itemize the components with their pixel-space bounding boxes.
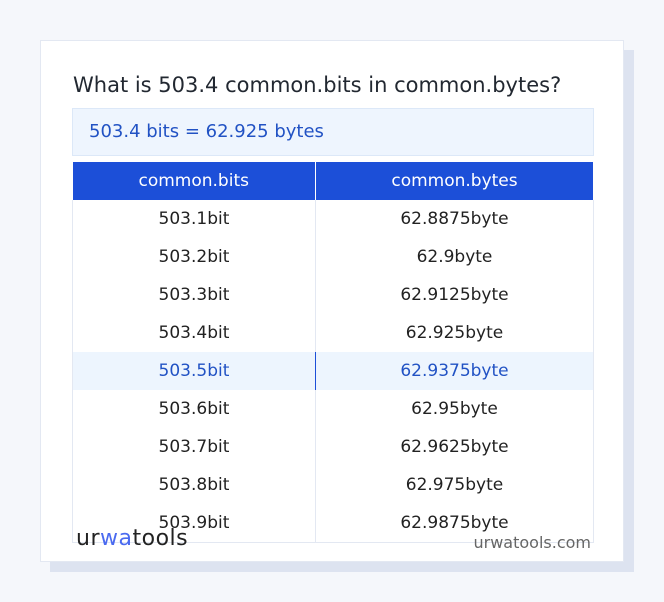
- column-header: common.bits: [72, 162, 316, 200]
- table-row: 503.4bit 62.925byte: [72, 314, 595, 352]
- table-cell: 62.95byte: [314, 390, 595, 428]
- table-row: 503.6bit 62.95byte: [72, 390, 595, 428]
- table-row: 503.2bit 62.9byte: [72, 238, 595, 276]
- conversion-table: common.bits common.bytes 503.1bit 62.8875…: [72, 162, 595, 543]
- page-title: What is 503.4 common.bits in common.byte…: [73, 73, 562, 97]
- table-cell: 62.975byte: [314, 466, 595, 504]
- site-url: urwatools.com: [473, 533, 592, 552]
- table-row: 503.5bit 62.9375byte: [72, 352, 595, 390]
- table-cell: 62.9byte: [314, 238, 595, 276]
- table-cell: 62.9125byte: [314, 276, 595, 314]
- table-row: 503.7bit 62.9625byte: [72, 428, 595, 466]
- table-row: 503.9bit 62.9875byte: [72, 504, 595, 543]
- table-cell: 62.9375byte: [314, 352, 595, 390]
- table-cell: 503.1bit: [72, 200, 316, 238]
- table-cell: 503.4bit: [72, 314, 316, 352]
- table-cell: 503.6bit: [72, 390, 316, 428]
- table-cell: 62.8875byte: [314, 200, 595, 238]
- table-cell: 62.9875byte: [314, 504, 595, 543]
- table-cell: 503.9bit: [72, 504, 316, 543]
- table-cell: 503.3bit: [72, 276, 316, 314]
- urwatools-logo[interactable]: urwatools: [76, 526, 189, 551]
- table-cell: 62.925byte: [314, 314, 595, 352]
- table-cell: 503.5bit: [72, 352, 316, 390]
- table-cell: 503.2bit: [72, 238, 316, 276]
- converter-card: What is 503.4 common.bits in common.byte…: [40, 40, 624, 562]
- table-row: 503.8bit 62.975byte: [72, 466, 595, 504]
- table-cell: 503.7bit: [72, 428, 316, 466]
- table-cell: 62.9625byte: [314, 428, 595, 466]
- column-header: common.bytes: [315, 162, 595, 200]
- table-row: 503.1bit 62.8875byte: [72, 200, 595, 238]
- result-box: 503.4 bits = 62.925 bytes: [72, 108, 594, 156]
- table-row: 503.3bit 62.9125byte: [72, 276, 595, 314]
- table-cell: 503.8bit: [72, 466, 316, 504]
